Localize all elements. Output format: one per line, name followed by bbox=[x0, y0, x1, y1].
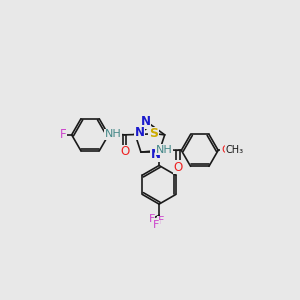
Text: F: F bbox=[148, 214, 155, 224]
Text: F: F bbox=[60, 128, 66, 141]
Text: O: O bbox=[221, 145, 230, 155]
Text: NH: NH bbox=[105, 129, 122, 139]
Text: CH₃: CH₃ bbox=[225, 145, 243, 155]
Text: O: O bbox=[120, 145, 129, 158]
Text: NH: NH bbox=[155, 145, 172, 155]
Text: F: F bbox=[158, 216, 164, 226]
Text: N: N bbox=[151, 148, 160, 161]
Text: O: O bbox=[174, 161, 183, 174]
Text: N: N bbox=[140, 115, 151, 128]
Text: S: S bbox=[149, 128, 158, 140]
Text: N: N bbox=[135, 126, 145, 139]
Text: F: F bbox=[153, 220, 159, 230]
